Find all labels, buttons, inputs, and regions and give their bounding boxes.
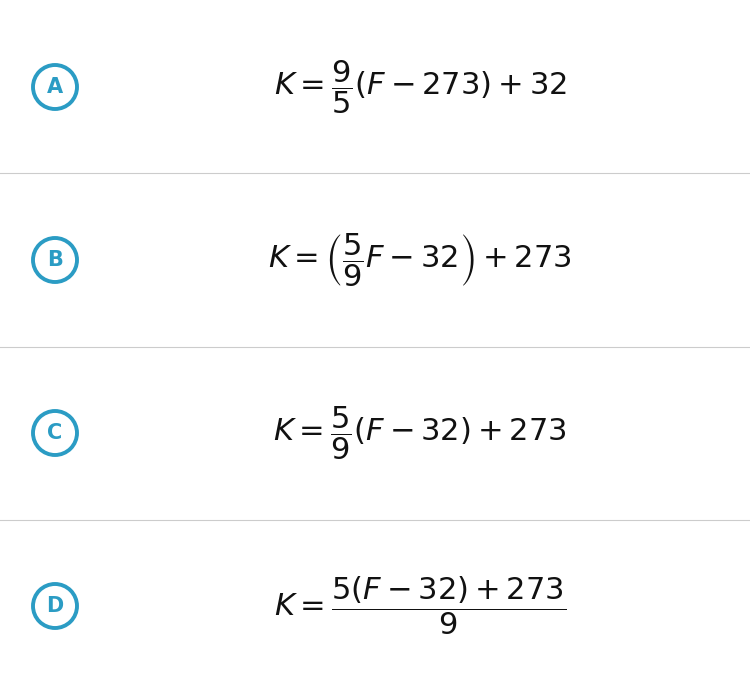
Text: D: D	[46, 596, 64, 616]
Text: $K = \dfrac{5(F - 32) + 273}{9}$: $K = \dfrac{5(F - 32) + 273}{9}$	[274, 574, 566, 638]
Text: C: C	[47, 423, 62, 443]
Text: $K = \dfrac{5}{9}(F - 32) + 273$: $K = \dfrac{5}{9}(F - 32) + 273$	[273, 404, 567, 462]
Text: A: A	[47, 77, 63, 97]
Text: $K = \left(\dfrac{5}{9}F - 32\right) + 273$: $K = \left(\dfrac{5}{9}F - 32\right) + 2…	[268, 231, 572, 289]
Text: $K = \dfrac{9}{5}(F - 273) + 32$: $K = \dfrac{9}{5}(F - 273) + 32$	[274, 58, 566, 116]
Text: B: B	[47, 250, 63, 270]
